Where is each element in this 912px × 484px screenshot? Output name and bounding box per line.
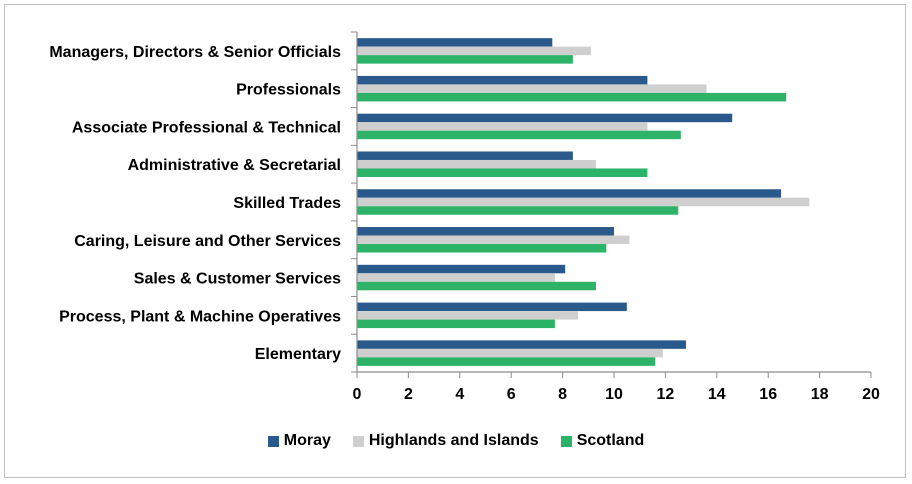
bar-scotland-process-plant-and-machine-operatives (357, 319, 555, 329)
category-label-process-plant-and-machine-operatives: Process, Plant & Machine Operatives (59, 308, 341, 325)
bar-moray-associate-professional-and-technical (357, 113, 733, 123)
x-tick-label-20: 20 (862, 386, 880, 403)
bar-moray-managers-directors-and-senior-officials (357, 38, 553, 47)
legend-label-scotland: Scotland (576, 432, 645, 449)
category-label-skilled-trades: Skilled Trades (233, 195, 341, 212)
category-label-associate-professional-and-technical: Associate Professional & Technical (72, 119, 341, 136)
category-label-elementary: Elementary (255, 346, 341, 363)
x-tick-label-6: 6 (507, 386, 516, 403)
bar-highlands-and-islands-elementary (357, 348, 663, 358)
legend-swatch-highlands-and-islands (352, 435, 364, 447)
bar-moray-process-plant-and-machine-operatives (357, 302, 627, 312)
bar-highlands-and-islands-professionals (357, 84, 707, 93)
bar-highlands-and-islands-administrative-and-secretarial (357, 159, 597, 169)
bar-scotland-sales-and-customer-services (357, 281, 597, 291)
x-tick-label-0: 0 (353, 386, 362, 403)
legend-item-moray: Moray (267, 432, 331, 450)
bar-highlands-and-islands-caring-leisure-and-other-services (357, 235, 630, 245)
bar-scotland-managers-directors-and-senior-officials (357, 55, 573, 64)
category-label-sales-and-customer-services: Sales & Customer Services (134, 271, 341, 288)
bar-moray-skilled-trades (357, 189, 782, 198)
bar-highlands-and-islands-process-plant-and-machine-operatives (357, 311, 579, 320)
x-tick-label-2: 2 (404, 386, 413, 403)
x-tick-label-12: 12 (657, 386, 675, 403)
bar-moray-caring-leisure-and-other-services (357, 227, 614, 236)
legend-label-highlands-and-islands: Highlands and Islands (368, 432, 539, 449)
bar-scotland-professionals (357, 92, 787, 102)
bar-highlands-and-islands-skilled-trades (357, 197, 810, 207)
x-tick-label-4: 4 (455, 386, 464, 403)
legend-item-highlands-and-islands: Highlands and Islands (352, 432, 539, 450)
category-label-professionals: Professionals (236, 82, 341, 99)
bar-scotland-skilled-trades (357, 206, 679, 215)
category-label-managers-directors-and-senior-officials: Managers, Directors & Senior Officials (49, 44, 341, 61)
x-tick-label-8: 8 (558, 386, 567, 403)
chart-legend: Moray Highlands and Islands Scotland (0, 432, 912, 450)
legend-label-moray: Moray (283, 432, 331, 449)
category-label-caring-leisure-and-other-services: Caring, Leisure and Other Services (74, 233, 341, 250)
x-tick-label-10: 10 (605, 386, 623, 403)
bar-scotland-administrative-and-secretarial (357, 168, 648, 177)
bar-moray-administrative-and-secretarial (357, 151, 573, 160)
bar-highlands-and-islands-associate-professional-and-technical (357, 122, 648, 131)
bar-scotland-caring-leisure-and-other-services (357, 244, 607, 253)
x-tick-label-18: 18 (811, 386, 829, 403)
category-label-administrative-and-secretarial: Administrative & Secretarial (128, 157, 341, 174)
x-tick-label-14: 14 (708, 386, 726, 403)
x-tick-label-16: 16 (759, 386, 777, 403)
legend-swatch-moray (267, 435, 279, 447)
legend-item-scotland: Scotland (560, 432, 645, 450)
legend-swatch-scotland (560, 435, 572, 447)
bar-moray-elementary (357, 340, 686, 349)
bar-scotland-elementary (357, 357, 656, 366)
bar-scotland-associate-professional-and-technical (357, 130, 681, 140)
bar-highlands-and-islands-sales-and-customer-services (357, 273, 555, 282)
bar-moray-sales-and-customer-services (357, 264, 566, 274)
bar-highlands-and-islands-managers-directors-and-senior-officials (357, 46, 591, 56)
bar-moray-professionals (357, 75, 648, 85)
